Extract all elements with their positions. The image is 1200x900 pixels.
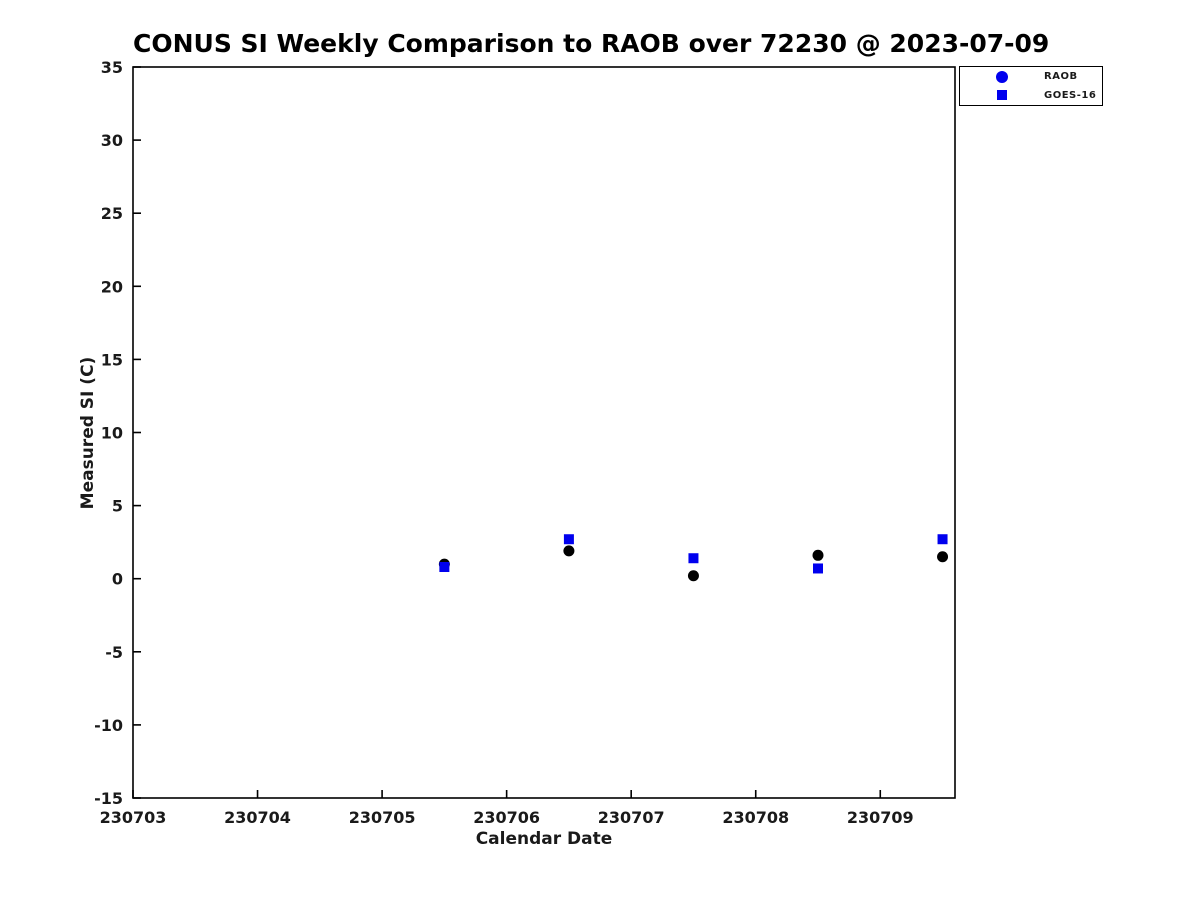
x-tick-label: 230705 [349, 808, 416, 827]
x-tick-label: 230703 [100, 808, 167, 827]
y-tick-label: -15 [94, 789, 123, 808]
y-tick-label: 30 [101, 131, 123, 150]
y-tick-label: -10 [94, 716, 123, 735]
legend: RAOB GOES-16 [959, 66, 1103, 106]
y-tick-label: 15 [101, 350, 123, 369]
data-point-goes-16 [688, 553, 699, 564]
chart-title: CONUS SI Weekly Comparison to RAOB over … [133, 29, 1050, 58]
plot-border [132, 66, 956, 799]
data-point-raob [687, 570, 699, 582]
x-tick-label: 230704 [224, 808, 291, 827]
data-point-raob [563, 545, 575, 557]
y-tick-label: 10 [101, 424, 123, 443]
y-axis-label: Measured SI (C) [78, 356, 98, 510]
x-tick-label: 230706 [473, 808, 540, 827]
data-point-raob [812, 549, 824, 561]
y-tick-label: -5 [105, 643, 123, 662]
data-point-raob [937, 551, 949, 563]
square-marker-icon [997, 90, 1007, 101]
legend-label: RAOB [1044, 71, 1078, 83]
x-axis-label: Calendar Date [475, 829, 613, 849]
legend-entry: RAOB [960, 68, 1102, 85]
legend-marker-wrap [960, 90, 1044, 101]
y-tick-label: 20 [101, 277, 123, 296]
legend-marker-wrap [960, 70, 1044, 83]
legend-label: GOES-16 [1044, 89, 1097, 101]
circle-marker-icon [996, 70, 1008, 83]
y-tick-label: 0 [112, 570, 123, 589]
y-tick-label: 5 [112, 497, 123, 516]
x-tick-label: 230707 [598, 808, 665, 827]
data-point-goes-16 [563, 534, 574, 545]
data-point-goes-16 [813, 563, 823, 574]
y-tick-label: 25 [101, 204, 123, 223]
x-tick-label: 230709 [847, 808, 914, 827]
data-point-goes-16 [937, 534, 948, 545]
x-tick-label: 230708 [722, 808, 789, 827]
data-point-goes-16 [439, 562, 450, 573]
y-tick-label: 35 [101, 58, 123, 77]
legend-entry: GOES-16 [960, 87, 1102, 104]
